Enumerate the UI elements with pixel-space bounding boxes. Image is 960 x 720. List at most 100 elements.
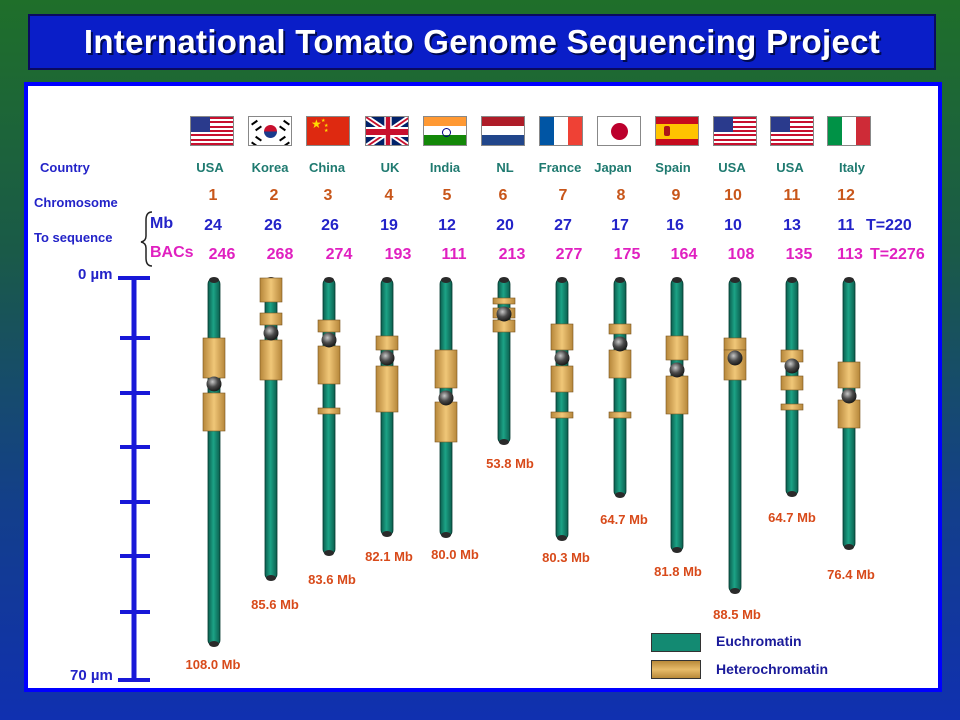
usa-flag xyxy=(713,116,757,146)
country-label: China xyxy=(308,160,346,175)
mb-value: 20 xyxy=(496,217,514,234)
chromosome-number: 9 xyxy=(671,187,681,204)
telomere-cap xyxy=(441,277,451,283)
usa-flag xyxy=(190,116,234,146)
bacs-value: 111 xyxy=(441,246,467,263)
heterochromatin-band xyxy=(375,365,399,413)
centromere xyxy=(206,376,222,392)
chromosome-size-label: 64.7 Mb xyxy=(768,510,816,525)
chromosome-number: 5 xyxy=(442,187,452,204)
chromosome-size-label: 64.7 Mb xyxy=(600,512,648,527)
country-label: USA xyxy=(718,160,746,175)
heterochromatin-band xyxy=(608,349,632,379)
telomere-cap xyxy=(382,277,392,283)
telomere-cap xyxy=(557,277,567,283)
chromosome-size-label: 82.1 Mb xyxy=(365,549,413,564)
mb-value: 11 xyxy=(837,217,855,234)
country-label: Italy xyxy=(838,160,866,175)
heterochromatin-band xyxy=(317,319,341,333)
chromosome-number: 7 xyxy=(558,187,568,204)
telomere-cap xyxy=(672,547,682,553)
bacs-value: 277 xyxy=(555,246,583,263)
country-label: Spain xyxy=(655,160,691,175)
chromosome-3-body xyxy=(322,277,336,556)
heterochromatin-band xyxy=(317,345,341,385)
bacs-value: 268 xyxy=(266,246,294,263)
telomere-cap xyxy=(730,277,740,283)
telomere-cap xyxy=(324,550,334,556)
bacs-value: 135 xyxy=(785,246,813,263)
centromere xyxy=(727,350,743,366)
heterochromatin-band xyxy=(780,375,804,391)
country-label: USA xyxy=(196,160,224,175)
telomere-cap xyxy=(672,277,682,283)
chromosome-number: 12 xyxy=(837,187,855,204)
telomere-cap xyxy=(844,277,854,283)
telomere-cap xyxy=(209,277,219,283)
chromosome-row-label: Chromosome xyxy=(34,195,118,210)
country-label: France xyxy=(538,160,582,175)
telomere-cap xyxy=(209,641,219,647)
heterochromatin-legend-swatch xyxy=(651,660,701,679)
japan-flag xyxy=(597,116,641,146)
telomere-cap xyxy=(499,439,509,445)
country-label: UK xyxy=(380,160,400,175)
heterochromatin-band xyxy=(317,407,341,415)
chromosome-8-body xyxy=(613,277,627,498)
mb-value: 17 xyxy=(611,217,629,234)
france-flag xyxy=(539,116,583,146)
euchromatin-legend-label: Euchromatin xyxy=(716,633,802,649)
chromosome-10-body xyxy=(728,277,742,594)
country-label: Japan xyxy=(594,160,632,175)
bacs-value: 113 xyxy=(837,246,863,263)
heterochromatin-band xyxy=(837,399,861,429)
country-label: Korea xyxy=(251,160,289,175)
telomere-cap xyxy=(324,277,334,283)
telomere-cap xyxy=(730,588,740,594)
heterochromatin-band xyxy=(608,323,632,335)
centromere xyxy=(554,350,570,366)
telomere-cap xyxy=(499,277,509,283)
country-label: USA xyxy=(776,160,804,175)
chromosome-size-label: 80.0 Mb xyxy=(431,547,479,562)
centromere xyxy=(841,388,857,404)
chromosome-number: 3 xyxy=(323,187,333,204)
centromere xyxy=(784,358,800,374)
heterochromatin-band xyxy=(492,297,516,305)
heterochromatin-band xyxy=(550,411,574,419)
heterochromatin-band xyxy=(259,312,283,326)
heterochromatin-band xyxy=(202,337,226,379)
mb-value: 13 xyxy=(783,217,801,234)
telomere-cap xyxy=(787,277,797,283)
usa-flag xyxy=(770,116,814,146)
scale-bottom-label: 70 µm xyxy=(70,667,113,684)
chromosome-size-label: 108.0 Mb xyxy=(185,657,241,672)
mb-value: 16 xyxy=(666,217,684,234)
telomere-cap xyxy=(266,575,276,581)
spain-flag xyxy=(655,116,699,146)
bacs-total: T=2276 xyxy=(870,246,925,263)
bacs-value: 175 xyxy=(613,246,641,263)
heterochromatin-band xyxy=(608,411,632,419)
heterochromatin-band xyxy=(434,349,458,389)
chromosome-size-label: 81.8 Mb xyxy=(654,564,702,579)
heterochromatin-band xyxy=(665,375,689,415)
page-title: International Tomato Genome Sequencing P… xyxy=(83,23,881,60)
mb-value: 19 xyxy=(380,217,398,234)
mb-value: 26 xyxy=(321,217,339,234)
mb-value: 24 xyxy=(204,217,222,234)
bacs-value: 108 xyxy=(727,246,755,263)
bacs-value: 164 xyxy=(670,246,698,263)
mb-row-label: Mb xyxy=(150,215,174,232)
nl-flag xyxy=(481,116,525,146)
chromosome-number: 8 xyxy=(616,187,626,204)
chromosome-number: 10 xyxy=(724,187,742,204)
telomere-cap xyxy=(382,531,392,537)
heterochromatin-band xyxy=(723,337,747,351)
uk-flag xyxy=(365,116,409,146)
china-flag: ★ ★ ★ ★ xyxy=(306,116,350,146)
scale-top-label: 0 µm xyxy=(78,266,113,283)
heterochromatin-band xyxy=(550,323,574,351)
chromosome-number: 4 xyxy=(384,187,394,204)
